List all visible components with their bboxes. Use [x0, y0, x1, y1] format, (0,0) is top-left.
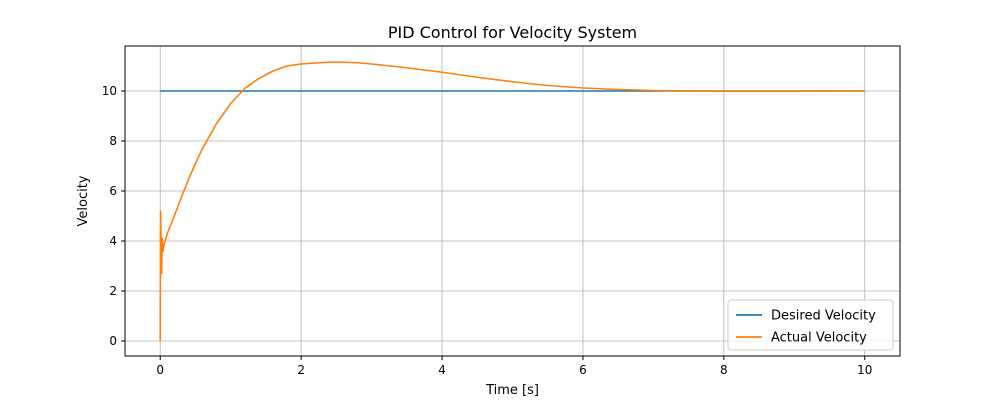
y-tick-label: 4 [109, 234, 117, 248]
x-tick-label: 6 [579, 363, 587, 377]
y-tick-label: 10 [102, 84, 117, 98]
legend-label: Actual Velocity [771, 331, 867, 346]
ticks: 0 2 4 6 8 10 0 2 4 6 8 10 [102, 84, 873, 377]
chart-title: PID Control for Velocity System [388, 23, 637, 42]
x-tick-label: 8 [720, 363, 728, 377]
x-tick-label: 10 [857, 363, 872, 377]
y-tick-label: 0 [109, 334, 117, 348]
series-layer [159, 61, 865, 342]
plot-frame [124, 45, 901, 357]
y-tick-label: 2 [109, 284, 117, 298]
x-axis-label: Time [s] [485, 383, 539, 398]
x-tick-label: 2 [297, 363, 305, 377]
legend: Desired Velocity Actual Velocity [727, 299, 894, 351]
y-tick-label: 6 [109, 184, 117, 198]
x-tick-label: 0 [156, 363, 164, 377]
series-line-actual-velocity [159, 61, 865, 342]
y-axis-label: Velocity [76, 175, 91, 226]
legend-label: Desired Velocity [771, 309, 876, 324]
x-tick-label: 4 [438, 363, 446, 377]
legend-box [727, 299, 894, 351]
y-tick-label: 8 [109, 134, 117, 148]
